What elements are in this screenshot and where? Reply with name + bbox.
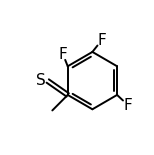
Text: F: F	[59, 47, 67, 62]
Text: F: F	[97, 33, 106, 48]
Text: S: S	[36, 73, 46, 89]
Text: F: F	[124, 97, 132, 113]
